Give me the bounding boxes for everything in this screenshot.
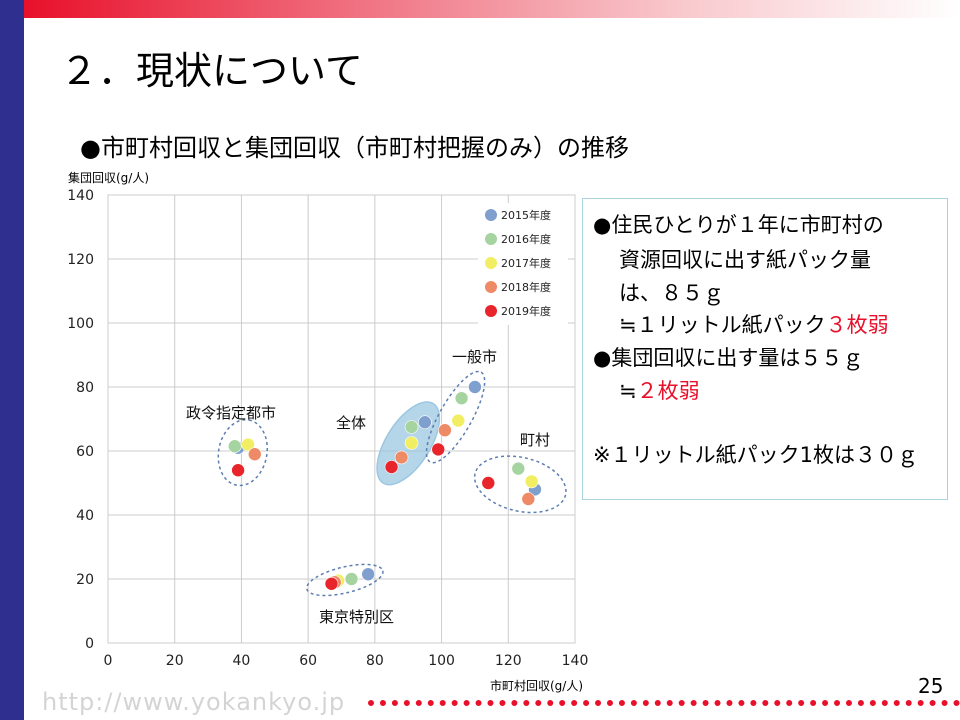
y-tick-label: 80 bbox=[76, 380, 94, 396]
legend-label: 2019年度 bbox=[501, 304, 551, 318]
data-point bbox=[511, 461, 526, 476]
legend-marker bbox=[485, 257, 497, 269]
group-label: 町村 bbox=[520, 431, 550, 449]
note-line-1: ●住民ひとりが１年に市町村の bbox=[593, 213, 884, 237]
left-accent-bar bbox=[0, 0, 24, 720]
data-point bbox=[231, 440, 245, 455]
legend-marker bbox=[485, 233, 497, 245]
x-tick-label: 60 bbox=[299, 653, 317, 669]
legend-label: 2017年度 bbox=[501, 256, 551, 270]
group-label: 東京特別区 bbox=[319, 608, 394, 626]
data-point bbox=[227, 439, 242, 454]
note-box: ●住民ひとりが１年に市町村の 資源回収に出す紙パック量 は、８５ｇ ≒１リットル… bbox=[582, 198, 948, 500]
legend-marker bbox=[485, 209, 497, 221]
data-point bbox=[431, 442, 446, 457]
y-tick-label: 60 bbox=[76, 444, 94, 460]
legend-label: 2018年度 bbox=[501, 280, 551, 294]
data-point bbox=[468, 380, 482, 394]
footer-dotted-line bbox=[368, 700, 960, 706]
group-label: 一般市 bbox=[452, 348, 497, 366]
data-point bbox=[438, 423, 452, 438]
y-tick-label: 120 bbox=[67, 252, 94, 268]
x-axis-label: 市町村回収(g/人) bbox=[490, 678, 583, 693]
data-point bbox=[324, 576, 339, 591]
note-line-7: ※１リットル紙パック1枚は３０ｇ bbox=[593, 443, 918, 467]
data-point bbox=[331, 573, 345, 588]
y-tick-label: 100 bbox=[67, 316, 94, 332]
group-ellipse bbox=[473, 455, 567, 514]
y-axis-label: 集団回収(g/人) bbox=[68, 170, 149, 185]
data-point bbox=[231, 463, 245, 478]
x-tick-label: 120 bbox=[495, 653, 522, 669]
data-point bbox=[451, 413, 466, 428]
data-point bbox=[247, 447, 262, 462]
x-tick-label: 40 bbox=[233, 653, 251, 669]
legend-marker bbox=[485, 305, 497, 317]
data-point bbox=[241, 437, 255, 452]
note-line-3: は、８５ｇ bbox=[619, 281, 724, 305]
slide-subtitle: ●市町村回収と集団回収（市町村把握のみ）の推移 bbox=[80, 134, 629, 162]
y-tick-label: 40 bbox=[76, 508, 94, 524]
y-tick-label: 20 bbox=[76, 572, 94, 588]
group-ellipse bbox=[305, 563, 384, 597]
footer-url: http://www.yokankyo.jp bbox=[42, 688, 346, 716]
data-point bbox=[418, 415, 432, 430]
x-tick-label: 0 bbox=[104, 653, 113, 669]
note-line-4: ≒１リットル紙パック３枚弱 bbox=[619, 313, 889, 337]
data-point bbox=[384, 460, 399, 474]
top-gradient-band bbox=[24, 0, 960, 18]
note-line-6: ≒２枚弱 bbox=[619, 379, 700, 403]
data-point bbox=[524, 474, 539, 489]
group-ellipse bbox=[217, 418, 268, 487]
group-label: 政令指定都市 bbox=[186, 404, 276, 422]
legend-label: 2016年度 bbox=[501, 232, 551, 246]
x-tick-label: 80 bbox=[366, 653, 384, 669]
note-line-2: 資源回収に出す紙パック量 bbox=[619, 248, 871, 272]
note-line-5: ●集団回収に出す量は５５ｇ bbox=[593, 346, 864, 370]
note-highlight-3mai: ３枚弱 bbox=[825, 313, 889, 337]
x-tick-label: 140 bbox=[562, 653, 589, 669]
y-tick-label: 140 bbox=[67, 188, 94, 204]
slide-title: ２．現状について bbox=[60, 49, 363, 93]
data-point bbox=[521, 492, 536, 506]
data-point bbox=[328, 575, 342, 590]
group-ellipse bbox=[425, 370, 486, 464]
data-point bbox=[481, 476, 496, 490]
group-label: 全体 bbox=[336, 414, 366, 432]
data-point bbox=[454, 391, 469, 406]
x-tick-label: 100 bbox=[428, 653, 455, 669]
legend-marker bbox=[485, 281, 497, 293]
page-number: 25 bbox=[918, 674, 944, 698]
group-ellipse bbox=[376, 401, 441, 486]
y-tick-label: 0 bbox=[85, 636, 94, 652]
plot-area bbox=[107, 194, 576, 644]
legend-label: 2015年度 bbox=[501, 208, 551, 222]
data-point bbox=[528, 482, 542, 497]
data-point bbox=[344, 572, 359, 586]
note-highlight-2mai: ２枚弱 bbox=[636, 379, 700, 403]
data-point bbox=[404, 436, 419, 450]
x-tick-label: 20 bbox=[166, 653, 184, 669]
data-point bbox=[361, 567, 375, 582]
data-point bbox=[394, 450, 409, 465]
legend-box bbox=[478, 203, 568, 325]
data-point bbox=[404, 420, 419, 434]
